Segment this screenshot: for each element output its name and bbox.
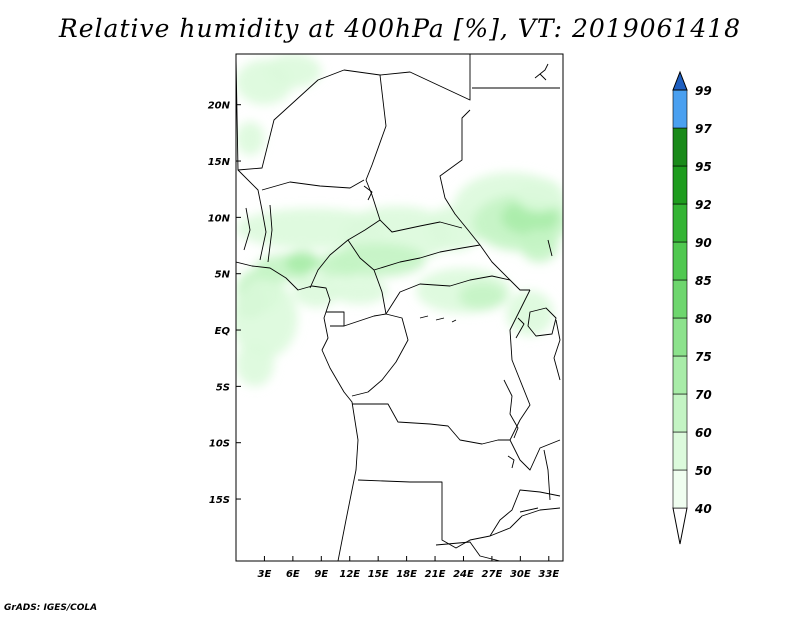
colorbar-label: 75 (695, 350, 712, 364)
lon-tick-label: 30E (510, 569, 531, 580)
lon-tick-label: 3E (258, 569, 272, 580)
lon-tick-label: 15E (368, 569, 389, 580)
colorbar-label: 85 (695, 274, 712, 288)
border (379, 54, 471, 101)
border (509, 289, 531, 441)
map-frame (235, 53, 564, 562)
border (236, 57, 345, 171)
chart-title: Relative humidity at 400hPa [%], VT: 201… (58, 14, 742, 43)
humidity-blob (520, 228, 559, 263)
border (343, 313, 409, 397)
lat-tick-label: 10S (209, 439, 230, 450)
humidity-blob (458, 282, 507, 310)
lon-tick-label: 9E (314, 569, 328, 580)
colorbar-label: 80 (695, 312, 712, 326)
coastline (236, 261, 359, 561)
humidity-blob (316, 251, 364, 279)
border (489, 489, 561, 537)
colorbar-segment (672, 279, 688, 319)
lon-tick-label: 21E (425, 569, 446, 580)
colorbar-label: 92 (695, 198, 712, 212)
lat-tick-label: 5N (215, 270, 231, 281)
border (261, 179, 365, 191)
colorbar-segment (672, 317, 688, 357)
lat-tick-label: EQ (215, 326, 231, 337)
lake-mweru (507, 455, 515, 469)
lon-tick-label: 18E (396, 569, 417, 580)
lake-chad (363, 185, 373, 201)
border (439, 109, 530, 291)
lake-victoria (527, 307, 557, 337)
humidity-blob (330, 277, 388, 305)
lat-tick-label: 10N (208, 213, 231, 224)
lon-tick-label: 27E (482, 569, 503, 580)
border (357, 479, 561, 549)
border (267, 204, 273, 263)
colorbar-segment (672, 241, 688, 281)
lake-albert (515, 317, 525, 339)
island-sinai (534, 63, 549, 81)
lake-malawi (543, 449, 551, 501)
humidity-blob (292, 273, 341, 308)
humidity-blob (236, 341, 274, 387)
humidity-blob (236, 279, 298, 359)
colorbar-segment (672, 165, 688, 205)
colorbar-over (672, 70, 688, 91)
border (343, 69, 387, 181)
colorbar-segment (672, 203, 688, 243)
humidity-blob (285, 251, 320, 274)
lake-kariba (519, 507, 539, 513)
colorbar-segment (672, 393, 688, 433)
colorbar-label: 95 (695, 160, 712, 174)
colorbar-under (672, 507, 688, 545)
lat-tick-label: 15S (209, 495, 230, 506)
border (379, 219, 463, 233)
humidity-field (236, 54, 563, 387)
colorbar-label: 70 (695, 388, 712, 402)
lon-tick-label: 33E (538, 569, 559, 580)
lake-volta (243, 207, 251, 251)
lat-tick-label: 15N (208, 157, 231, 168)
lat-tick-label: 5S (216, 382, 230, 393)
humidity-blob (515, 177, 563, 212)
river-congo (419, 315, 457, 323)
colorbar: 40 50 60 70 75 80 85 90 92 95 97 99 (672, 70, 712, 545)
colorbar-label: 40 (694, 502, 712, 516)
humidity-blob (236, 121, 265, 156)
credit-label: GrADS: IGES/COLA (4, 603, 98, 613)
border (435, 541, 501, 561)
colorbar-label: 97 (695, 122, 712, 136)
lon-tick-label: 24E (453, 569, 474, 580)
colorbar-label: 99 (695, 84, 712, 98)
colorbar-label: 50 (695, 464, 712, 478)
humidity-blob (264, 54, 322, 88)
colorbar-segment (672, 469, 688, 509)
border (352, 403, 510, 445)
lake-turkana (547, 239, 553, 257)
colorbar-segment (672, 127, 688, 167)
border (509, 439, 561, 471)
border (326, 311, 345, 327)
colorbar-segment (672, 431, 688, 471)
border (237, 169, 267, 261)
lake-tanganyika (503, 379, 519, 439)
border (309, 179, 381, 289)
border (373, 244, 481, 271)
lat-tick-label: 20N (208, 101, 231, 112)
lon-tick-label: 12E (339, 569, 360, 580)
axis-ticks: 3E 6E 9E 12E 15E 18E 21E 24E 27E 30E 33E 20N 15N 10N 5… (208, 101, 560, 580)
border (385, 275, 511, 315)
country-borders (236, 54, 561, 561)
colorbar-label: 60 (695, 426, 712, 440)
coast-east (553, 319, 561, 381)
colorbar-label: 90 (695, 236, 712, 250)
colorbar-segment (672, 355, 688, 395)
colorbar-segment (672, 89, 688, 129)
lon-tick-label: 6E (286, 569, 300, 580)
